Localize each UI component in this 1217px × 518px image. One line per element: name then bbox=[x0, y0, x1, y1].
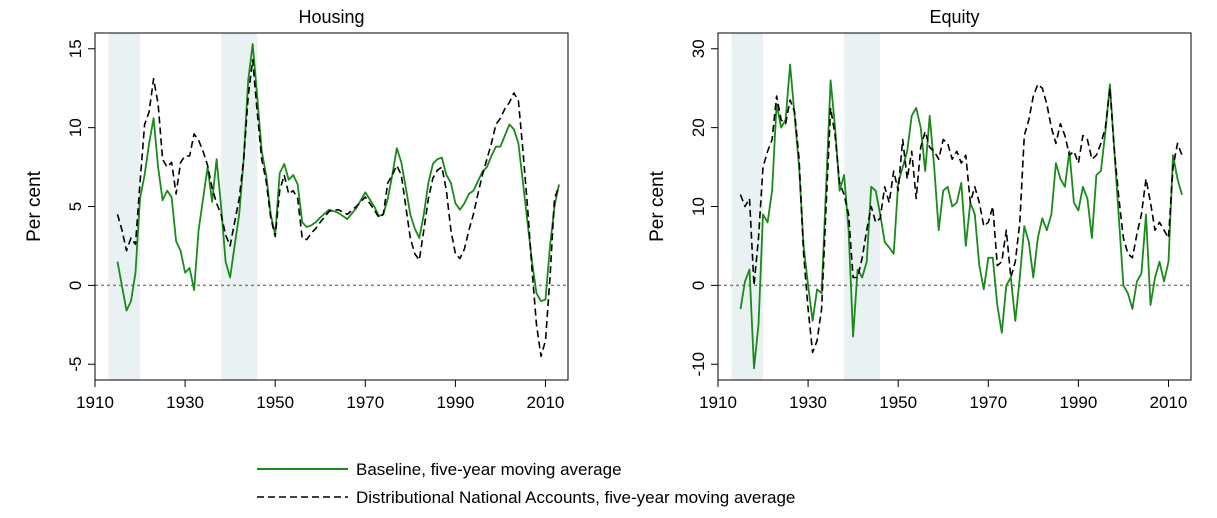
x-tick-label: 1970 bbox=[969, 393, 1007, 412]
x-tick-label: 1910 bbox=[699, 393, 737, 412]
shaded-period-0 bbox=[108, 33, 141, 380]
legend-label-dina: Distributional National Accounts, five-y… bbox=[356, 488, 795, 507]
y-tick-label: 10 bbox=[689, 197, 708, 216]
x-tick-label: 2010 bbox=[527, 393, 565, 412]
y-tick-label: 20 bbox=[689, 118, 708, 137]
series-dina-line bbox=[739, 83, 1183, 354]
y-tick-label: 10 bbox=[66, 118, 85, 137]
housing-title: Housing bbox=[298, 7, 364, 27]
plot-frame bbox=[94, 32, 569, 381]
y-tick-label: 0 bbox=[66, 281, 85, 290]
shaded-period-1 bbox=[844, 33, 881, 380]
y-axis-ticks: -5 0 5 10 15 bbox=[66, 39, 95, 372]
x-tick-label: 1990 bbox=[436, 393, 474, 412]
housing-y-axis-label: Per cent bbox=[24, 170, 45, 241]
war-shading bbox=[731, 33, 881, 380]
x-axis-ticks: 1910 1930 1950 1970 1990 2010 bbox=[699, 380, 1187, 412]
y-tick-label: -10 bbox=[689, 352, 708, 377]
y-tick-label: 0 bbox=[689, 281, 708, 290]
y-tick-label: -5 bbox=[66, 357, 85, 372]
x-tick-label: 1950 bbox=[879, 393, 917, 412]
x-axis-ticks: 1910 1930 1950 1970 1990 2010 bbox=[76, 380, 564, 412]
x-tick-label: 1930 bbox=[789, 393, 827, 412]
x-tick-label: 1910 bbox=[76, 393, 114, 412]
x-tick-label: 1950 bbox=[256, 393, 294, 412]
y-tick-label: 5 bbox=[66, 202, 85, 211]
war-shading bbox=[108, 33, 258, 380]
equity-panel: 1910 1930 1950 1970 1990 2010 -10 0 10 20 30 Equi… bbox=[647, 7, 1192, 412]
housing-panel: 1910 1930 1950 1970 1990 2010 -5 0 5 10 15 Housin… bbox=[24, 7, 569, 412]
legend: Baseline, five-year moving average Distr… bbox=[257, 460, 795, 507]
series-baseline-line bbox=[739, 63, 1183, 370]
equity-y-axis-label: Per cent bbox=[647, 170, 668, 241]
x-tick-label: 1990 bbox=[1059, 393, 1097, 412]
series-lines bbox=[116, 43, 560, 358]
legend-label-baseline: Baseline, five-year moving average bbox=[356, 460, 622, 479]
y-tick-label: 30 bbox=[689, 39, 708, 58]
y-tick-label: 15 bbox=[66, 39, 85, 58]
x-tick-label: 1930 bbox=[166, 393, 204, 412]
series-dina-line bbox=[116, 59, 560, 358]
x-tick-label: 1970 bbox=[346, 393, 384, 412]
equity-title: Equity bbox=[929, 7, 979, 27]
x-tick-label: 2010 bbox=[1150, 393, 1188, 412]
series-lines bbox=[739, 63, 1183, 370]
series-baseline-line bbox=[116, 43, 560, 312]
y-axis-ticks: -10 0 10 20 30 bbox=[689, 39, 718, 377]
